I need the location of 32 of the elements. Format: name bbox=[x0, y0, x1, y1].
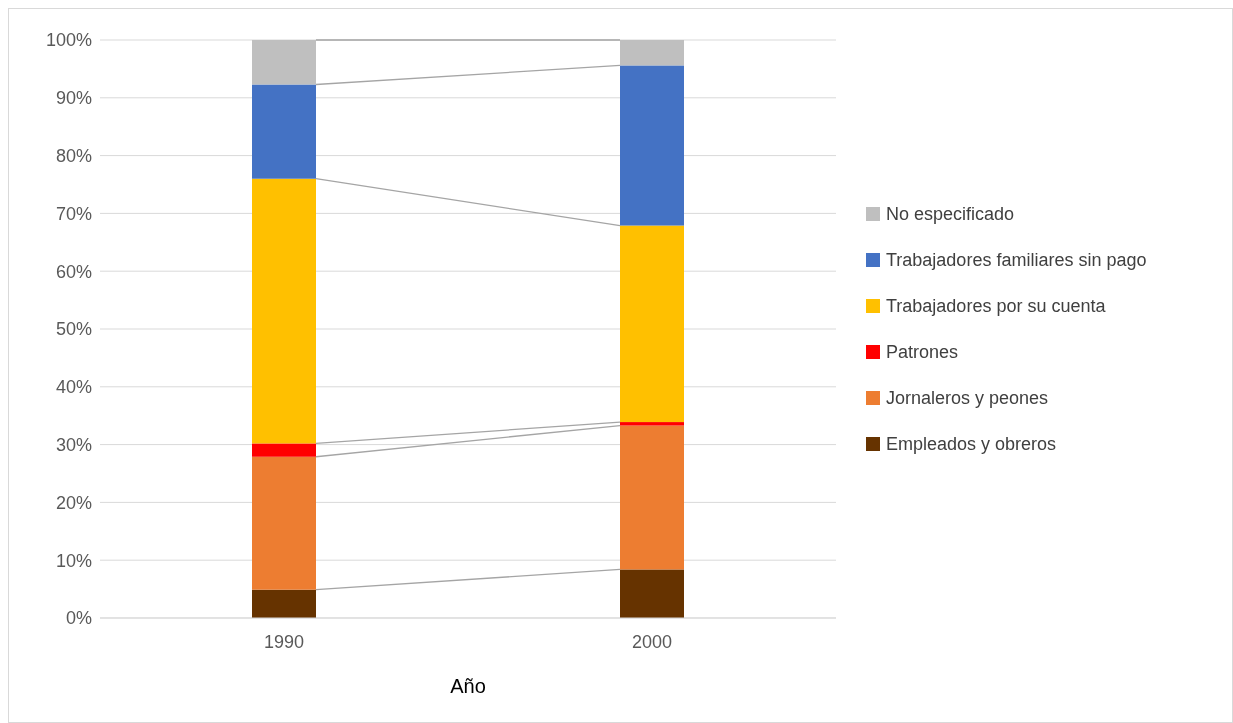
legend-label: Patrones bbox=[886, 342, 959, 363]
x-axis-title: Año bbox=[450, 675, 486, 697]
bar bbox=[252, 84, 316, 179]
bar bbox=[252, 443, 316, 457]
y-tick-label: 90% bbox=[55, 88, 92, 109]
bar bbox=[252, 456, 316, 590]
bar bbox=[620, 422, 684, 426]
bar bbox=[620, 569, 684, 618]
x-tick-label: 2000 bbox=[631, 632, 673, 652]
bar bbox=[620, 65, 684, 226]
y-tick-label: 80% bbox=[55, 145, 92, 166]
bar bbox=[620, 425, 684, 570]
y-tick-label: 40% bbox=[55, 377, 92, 398]
legend-label: Jornaleros y peones bbox=[886, 388, 1049, 409]
y-tick-label: 10% bbox=[55, 550, 92, 571]
bar bbox=[620, 40, 684, 66]
y-tick-label: 0% bbox=[65, 608, 92, 629]
y-tick-label: 70% bbox=[55, 203, 92, 224]
y-tick-label: 60% bbox=[55, 261, 92, 282]
x-tick-label: 1990 bbox=[263, 632, 305, 652]
y-tick-label: 20% bbox=[55, 492, 92, 513]
bar bbox=[252, 589, 316, 618]
y-tick-label: 50% bbox=[55, 319, 92, 340]
legend-label: Trabajadores por su cuenta bbox=[886, 296, 1107, 317]
bar bbox=[620, 225, 684, 423]
y-tick-label: 30% bbox=[55, 434, 92, 455]
bar bbox=[252, 178, 316, 444]
legend-label: No especificado bbox=[886, 204, 1015, 225]
legend-label: Trabajadores familiares sin pago bbox=[886, 250, 1147, 271]
y-tick-label: 100% bbox=[45, 30, 92, 51]
legend-label: Empleados y obreros bbox=[886, 434, 1057, 455]
bar bbox=[252, 40, 316, 85]
